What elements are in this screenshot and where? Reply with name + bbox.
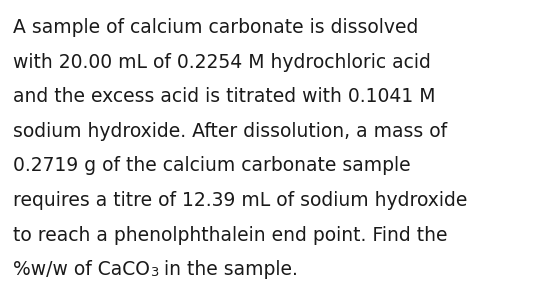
Text: sodium hydroxide. After dissolution, a mass of: sodium hydroxide. After dissolution, a m… <box>13 122 447 141</box>
Text: to reach a phenolphthalein end point. Find the: to reach a phenolphthalein end point. Fi… <box>13 226 448 244</box>
Text: %w/w of CaCO: %w/w of CaCO <box>13 260 150 279</box>
Text: and the excess acid is titrated with 0.1041 M: and the excess acid is titrated with 0.1… <box>13 87 435 106</box>
Text: 0.2719 g of the calcium carbonate sample: 0.2719 g of the calcium carbonate sample <box>13 156 411 176</box>
Text: A sample of calcium carbonate is dissolved: A sample of calcium carbonate is dissolv… <box>13 18 418 37</box>
Text: in the sample.: in the sample. <box>158 260 298 279</box>
Text: 3: 3 <box>150 266 158 279</box>
Text: requires a titre of 12.39 mL of sodium hydroxide: requires a titre of 12.39 mL of sodium h… <box>13 191 468 210</box>
Text: with 20.00 mL of 0.2254 M hydrochloric acid: with 20.00 mL of 0.2254 M hydrochloric a… <box>13 53 431 72</box>
